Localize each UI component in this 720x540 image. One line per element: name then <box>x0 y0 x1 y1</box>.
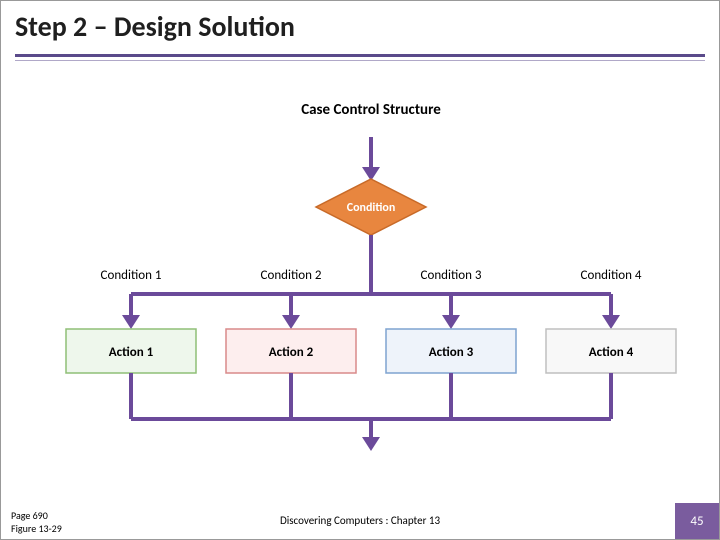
svg-text:Action 4: Action 4 <box>589 345 634 360</box>
diagram-title: Case Control Structure <box>61 101 681 119</box>
svg-text:Condition 1: Condition 1 <box>101 268 162 283</box>
footer-center: Discovering Computers : Chapter 13 <box>1 514 719 527</box>
slide: Step 2 – Design Solution Case Control St… <box>0 0 720 540</box>
svg-text:Condition 2: Condition 2 <box>261 268 322 283</box>
svg-text:Action 2: Action 2 <box>269 345 314 360</box>
slide-title: Step 2 – Design Solution <box>15 9 719 44</box>
diagram: Case Control Structure ConditionConditio… <box>61 101 681 461</box>
flowchart-svg: Condition Condition 1 Action 1 Condition 2 A… <box>61 119 681 459</box>
svg-text:Condition: Condition <box>347 201 396 215</box>
svg-text:Action 1: Action 1 <box>109 345 154 360</box>
slide-number: 45 <box>690 514 703 529</box>
title-underline <box>15 54 705 61</box>
svg-text:Condition 3: Condition 3 <box>421 268 482 283</box>
footer: Page 690 Figure 13-29 Discovering Comput… <box>1 503 719 539</box>
slide-number-badge: 45 <box>675 503 719 539</box>
svg-text:Action 3: Action 3 <box>429 345 474 360</box>
svg-text:Condition 4: Condition 4 <box>581 268 642 283</box>
title-area: Step 2 – Design Solution <box>1 1 719 44</box>
